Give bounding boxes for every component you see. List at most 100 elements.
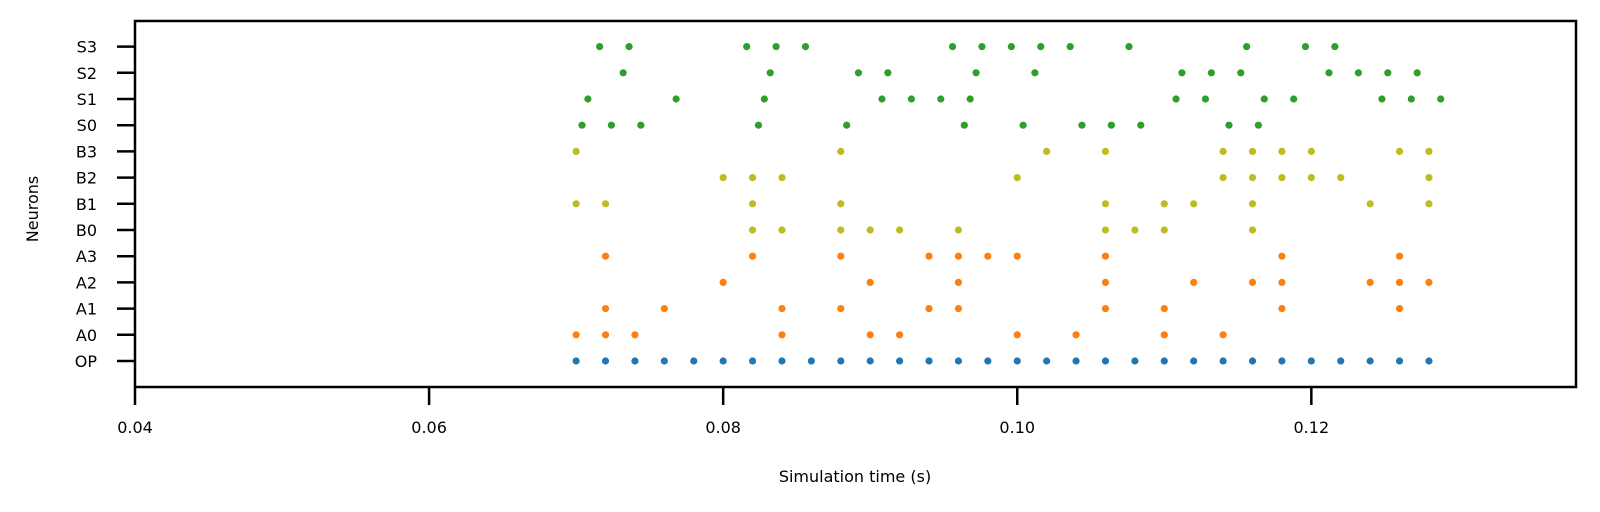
- spike-b1-2: [748, 200, 757, 208]
- spike-op-0: [572, 357, 580, 365]
- spike-a0-8: [1160, 331, 1168, 339]
- spike-a2-5: [1248, 278, 1257, 286]
- spike-b0-7: [1131, 226, 1139, 234]
- spike-a1-2: [778, 305, 786, 313]
- spike-s3-5: [948, 43, 957, 51]
- spike-a3-3: [925, 252, 933, 260]
- spike-b0-9: [1248, 226, 1257, 234]
- spike-b2-2: [778, 174, 786, 182]
- spike-s0-10: [1225, 121, 1233, 129]
- chart-marks: [572, 43, 1445, 365]
- spike-b1-9: [1425, 200, 1433, 208]
- spike-s0-8: [1107, 121, 1115, 129]
- spike-a3-8: [1278, 252, 1286, 260]
- x-axis: 0.04 0.06 0.08 0.10 0.12: [117, 387, 1329, 437]
- y-tick-label-s3: S3: [77, 38, 97, 57]
- spike-a2-1: [866, 278, 874, 286]
- spike-s0-9: [1137, 121, 1145, 129]
- spike-s2-8: [1237, 69, 1245, 77]
- spike-s3-0: [596, 43, 604, 51]
- spike-op-13: [954, 357, 963, 365]
- spike-a1-8: [1278, 305, 1286, 313]
- spike-b0-5: [954, 226, 963, 234]
- spike-b3-7: [1307, 147, 1315, 155]
- spike-s1-13: [1437, 95, 1445, 103]
- spike-op-6: [748, 357, 757, 365]
- spike-s2-5: [1031, 69, 1039, 77]
- spike-op-1: [601, 357, 610, 365]
- spike-s2-12: [1413, 69, 1421, 77]
- spike-b1-7: [1248, 200, 1257, 208]
- spike-b0-2: [837, 226, 845, 234]
- spike-op-8: [807, 357, 815, 365]
- spike-op-28: [1395, 357, 1404, 365]
- y-tick-label-s2: S2: [77, 64, 97, 83]
- y-tick-label-b1: B1: [76, 195, 97, 214]
- y-tick-label-a3: A3: [76, 247, 97, 266]
- spike-b3-3: [1101, 147, 1110, 155]
- spike-a1-7: [1160, 305, 1168, 313]
- spike-s0-0: [578, 121, 586, 129]
- spike-b1-8: [1366, 200, 1374, 208]
- spike-s1-9: [1260, 95, 1268, 103]
- spike-op-3: [660, 357, 668, 365]
- spike-s1-6: [966, 95, 974, 103]
- spike-s0-6: [1019, 121, 1027, 129]
- spike-op-11: [896, 357, 904, 365]
- spike-b3-2: [1043, 147, 1051, 155]
- spike-b0-0: [748, 226, 757, 234]
- spike-b2-6: [1278, 174, 1286, 182]
- spike-s1-8: [1201, 95, 1210, 103]
- spike-b0-8: [1160, 226, 1168, 234]
- spike-op-2: [631, 357, 639, 365]
- spike-op-9: [837, 357, 845, 365]
- spike-b1-1: [601, 200, 610, 208]
- spike-s0-4: [843, 121, 851, 129]
- y-tick-label-a0: A0: [76, 326, 97, 345]
- spike-a2-6: [1278, 278, 1286, 286]
- spike-op-4: [690, 357, 698, 365]
- spike-b2-3: [1013, 174, 1021, 182]
- spike-a0-7: [1072, 331, 1080, 339]
- spike-s1-10: [1290, 95, 1298, 103]
- spike-op-19: [1131, 357, 1139, 365]
- y-tick-label-a1: A1: [76, 300, 97, 319]
- spike-b2-5: [1248, 174, 1257, 182]
- spike-s0-3: [754, 121, 763, 129]
- spike-b3-1: [837, 147, 845, 155]
- spike-b1-3: [837, 200, 845, 208]
- spike-b3-6: [1278, 147, 1286, 155]
- spike-s1-2: [760, 95, 768, 103]
- spike-s2-1: [766, 69, 774, 77]
- x-tick-label-4: 0.12: [1294, 418, 1330, 437]
- spike-s3-6: [978, 43, 986, 51]
- y-tick-label-s1: S1: [77, 90, 97, 109]
- spike-b1-6: [1190, 200, 1198, 208]
- spike-op-27: [1366, 357, 1374, 365]
- x-tick-label-0: 0.04: [117, 418, 153, 437]
- spike-s3-13: [1331, 43, 1339, 51]
- spike-s3-11: [1243, 43, 1251, 51]
- spike-a1-0: [601, 305, 610, 313]
- spike-s3-2: [743, 43, 751, 51]
- spike-s3-12: [1301, 43, 1310, 51]
- spike-a2-4: [1190, 278, 1198, 286]
- spike-op-18: [1101, 357, 1110, 365]
- spike-a2-7: [1366, 278, 1374, 286]
- spike-a0-4: [866, 331, 874, 339]
- x-axis-label: Simulation time (s): [779, 467, 931, 486]
- spike-s1-12: [1407, 95, 1415, 103]
- spike-b1-5: [1160, 200, 1168, 208]
- spike-a3-5: [984, 252, 992, 260]
- spike-s2-3: [884, 69, 892, 77]
- y-axis-label: Neurons: [23, 176, 42, 242]
- spike-a1-9: [1395, 305, 1404, 313]
- spike-b0-1: [778, 226, 786, 234]
- spike-s0-5: [960, 121, 968, 129]
- y-tick-label-b3: B3: [76, 142, 97, 161]
- spike-s0-1: [607, 121, 616, 129]
- spike-b0-6: [1101, 226, 1110, 234]
- plot-area-frame: [133, 19, 1578, 389]
- spike-op-22: [1219, 357, 1227, 365]
- spike-s3-3: [772, 43, 780, 51]
